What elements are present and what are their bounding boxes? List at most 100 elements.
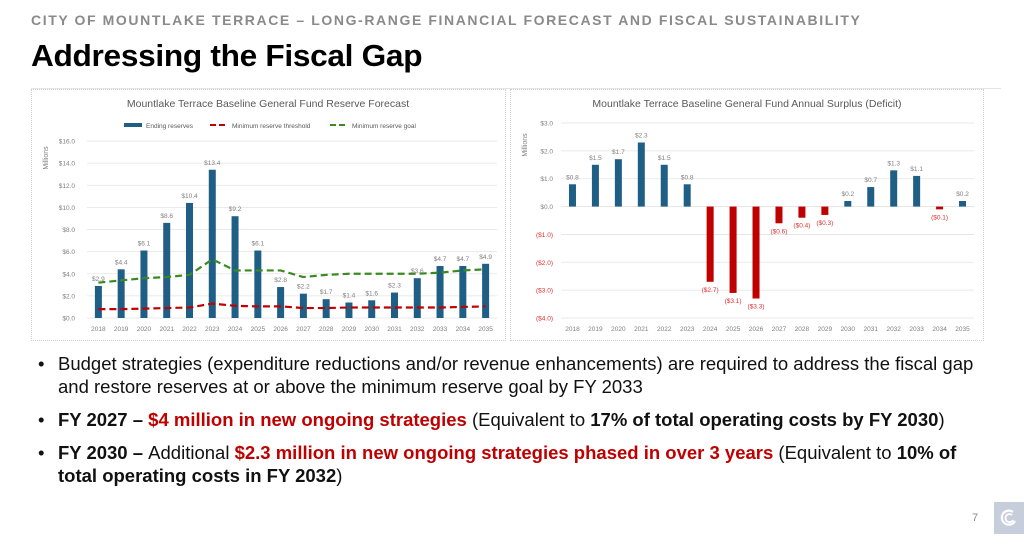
legend-label: Minimum reserve threshold: [232, 123, 311, 130]
bar-ending-reserves: [459, 266, 467, 318]
bullet-text: ): [336, 465, 343, 486]
y-tick-label: ($3.0): [536, 288, 553, 295]
y-tick-label: $4.0: [62, 271, 75, 278]
data-label: $4.4: [115, 259, 128, 266]
data-label: $9.2: [229, 206, 242, 213]
bar-deficit: [729, 206, 737, 293]
bar-ending-reserves: [436, 266, 444, 318]
bullet-highlight: $4 million in new ongoing strategies: [148, 409, 467, 430]
bar-surplus: [683, 184, 691, 207]
y-tick-label: ($1.0): [536, 232, 553, 239]
x-tick-label: 2025: [251, 326, 266, 333]
data-label: $0.2: [841, 191, 854, 198]
data-label: $1.7: [612, 149, 625, 156]
data-label: $0.8: [681, 174, 694, 181]
x-tick-label: 2034: [456, 326, 471, 333]
data-label: $1.4: [343, 293, 356, 300]
chart-title: Mountlake Terrace Baseline General Fund …: [127, 98, 409, 110]
x-tick-label: 2020: [137, 326, 152, 333]
bullet-text: (: [466, 409, 479, 430]
y-tick-label: $0.0: [62, 316, 75, 323]
data-label: $0.7: [864, 177, 877, 184]
data-label: $2.9: [92, 276, 105, 283]
chart-title: Mountlake Terrace Baseline General Fund …: [592, 98, 901, 110]
reserve-forecast-chart: Mountlake Terrace Baseline General Fund …: [31, 89, 506, 341]
data-label: $8.6: [160, 213, 173, 220]
y-tick-label: $6.0: [62, 249, 75, 256]
x-tick-label: 2033: [433, 326, 448, 333]
bullet-fy-label: FY 2030 –: [58, 442, 149, 463]
bar-surplus: [591, 164, 599, 207]
bullet-highlight: $2.3 million in new ongoing strategies p…: [234, 442, 774, 463]
data-label: $3.6: [411, 268, 424, 275]
slide-title: Addressing the Fiscal Gap: [31, 38, 423, 73]
data-label: $13.4: [204, 160, 221, 167]
bar-ending-reserves: [322, 299, 330, 318]
y-axis-label: Millions: [43, 146, 50, 170]
bar-deficit: [775, 206, 783, 224]
x-tick-label: 2035: [955, 326, 970, 333]
bar-surplus: [614, 159, 622, 207]
x-tick-label: 2024: [228, 326, 243, 333]
bar-ending-reserves: [94, 285, 102, 318]
data-label: $4.9: [479, 254, 492, 261]
bar-surplus: [660, 164, 668, 207]
bar-ending-reserves: [186, 202, 193, 318]
x-tick-label: 2026: [749, 326, 764, 333]
x-tick-label: 2027: [772, 326, 787, 333]
y-axis-label: Millions: [522, 133, 529, 157]
legend-label: Minimum reserve goal: [352, 123, 416, 130]
data-label: ($3.3): [748, 304, 765, 311]
x-tick-label: 2019: [114, 326, 129, 333]
y-tick-label: $10.0: [59, 205, 76, 212]
line-minimum-reserve-goal: [98, 258, 486, 284]
bar-surplus: [913, 175, 921, 207]
x-tick-label: 2035: [478, 326, 493, 333]
x-tick-label: 2029: [818, 326, 833, 333]
x-tick-label: 2021: [159, 326, 174, 333]
x-tick-label: 2032: [886, 326, 901, 333]
y-tick-label: ($4.0): [536, 316, 553, 323]
x-tick-label: 2031: [864, 326, 879, 333]
y-tick-label: $16.0: [59, 139, 76, 146]
data-label: $1.3: [887, 160, 900, 167]
bar-ending-reserves: [413, 278, 421, 318]
bullet-list: • Budget strategies (expenditure reducti…: [38, 352, 998, 497]
annual-surplus-chart-svg: Mountlake Terrace Baseline General Fund …: [522, 98, 974, 333]
data-label: $6.1: [138, 241, 151, 248]
data-label: $1.7: [320, 289, 333, 296]
data-label: $2.3: [388, 283, 401, 290]
bullet-emphasis: 10% of total operating costs in FY 2032: [58, 442, 957, 486]
swirl-icon: [1000, 509, 1016, 526]
bar-surplus: [867, 187, 875, 207]
bullet-dot-icon: •: [38, 409, 45, 430]
data-label: ($0.3): [816, 220, 833, 227]
bar-deficit: [798, 206, 806, 218]
data-label: $1.5: [658, 155, 671, 162]
annual-surplus-chart: Mountlake Terrace Baseline General Fund …: [510, 89, 984, 341]
data-label: ($0.6): [770, 228, 787, 235]
bar-ending-reserves: [277, 287, 285, 318]
x-tick-label: 2029: [342, 326, 357, 333]
bar-ending-reserves: [368, 300, 376, 318]
x-tick-label: 2022: [657, 326, 672, 333]
bullet-text: Budget strategies (expenditure reduction…: [58, 353, 974, 397]
bar-ending-reserves: [163, 222, 171, 318]
x-tick-label: 2018: [91, 326, 106, 333]
data-label: ($3.1): [725, 298, 742, 305]
data-label: $0.2: [956, 191, 969, 198]
y-tick-label: $8.0: [62, 227, 75, 234]
data-label: ($0.1): [931, 214, 948, 221]
bar-deficit: [821, 206, 829, 215]
bullet-dot-icon: •: [38, 442, 45, 463]
bar-ending-reserves: [345, 302, 353, 318]
y-tick-label: $1.0: [540, 176, 553, 183]
data-label: $4.7: [434, 256, 447, 263]
bar-ending-reserves: [208, 169, 216, 318]
data-label: $2.3: [635, 133, 648, 140]
bullet-item: • Budget strategies (expenditure reducti…: [38, 352, 998, 398]
x-tick-label: 2020: [611, 326, 626, 333]
x-tick-label: 2030: [841, 326, 856, 333]
bullet-fy-label: FY 2027 –: [58, 409, 149, 430]
bullet-text: Additional: [148, 442, 235, 463]
